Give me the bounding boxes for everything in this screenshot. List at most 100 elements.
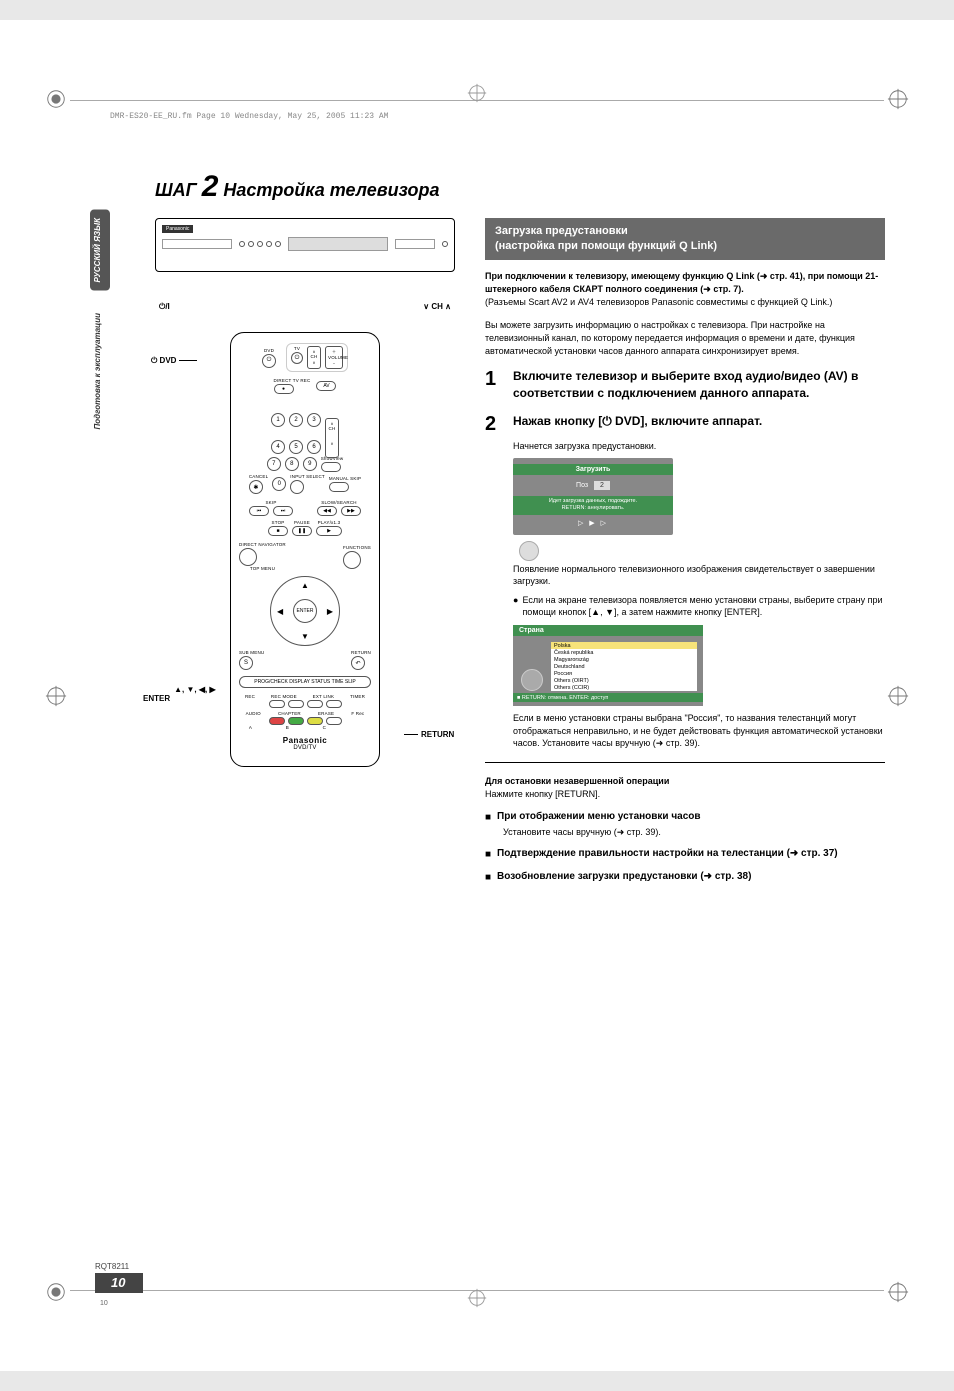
- submenu-lbl: SUB MENU: [239, 650, 264, 655]
- registration-mark-icon: [466, 82, 488, 104]
- color-a-icon: [269, 717, 285, 725]
- remote-lbl: DVD: [262, 348, 276, 353]
- remote-lbl: DIRECT TV REC: [274, 378, 311, 383]
- osd-country-item: Magyarország: [551, 656, 697, 663]
- osd-country-item: Россия: [551, 670, 697, 677]
- device-brand: Panasonic: [162, 225, 193, 233]
- osd-wheel-wrap: [513, 541, 885, 561]
- bullet-item: ● Если на экране телевизора появляется м…: [513, 594, 885, 619]
- label-enter: ▲, ▼, ◀, ▶ ENTER: [143, 676, 216, 712]
- label-enter-text: ▲, ▼, ◀, ▶ ENTER: [143, 685, 216, 703]
- erase-lbl: ERASE: [318, 711, 334, 716]
- content-area: ШАГ 2 Настройка телевизора Panasonic: [155, 170, 885, 886]
- slow-fwd-icon: ▶▶: [341, 506, 361, 516]
- remote-numpad: 123 ∧CH∨ 456 789 ShowView CANCEL✱ 0 INPU…: [239, 400, 371, 494]
- enter-button-icon: ENTER: [293, 599, 317, 623]
- play-lbl: PLAY/x1.3: [316, 520, 342, 525]
- num-btn: 2: [289, 413, 303, 427]
- step-number: 2: [202, 170, 219, 203]
- label-return: RETURN: [401, 730, 454, 739]
- pause-icon: ❚❚: [292, 526, 312, 536]
- num-btn: 0: [272, 477, 286, 491]
- topmenu-lbl: TOP MENU: [239, 566, 286, 571]
- page-tiny: 10: [100, 1300, 108, 1307]
- letter-b: B: [286, 725, 289, 730]
- osd-country-item: Deutschland: [551, 663, 697, 670]
- step-num-1: 1: [485, 368, 503, 403]
- device-text: [162, 255, 163, 261]
- skip-next-icon: ⏭: [273, 506, 293, 516]
- letter-a: A: [249, 725, 252, 730]
- manual-lbl: MANUAL SKIP: [329, 476, 361, 481]
- footer-code: RQT8211: [95, 1262, 129, 1271]
- num-btn: 8: [285, 457, 299, 471]
- registration-mark-icon: [45, 88, 67, 110]
- sq1-sub: Установите часы вручную (➜ стр. 39).: [503, 826, 885, 839]
- column-right: Загрузка предустановки (настройка при по…: [485, 218, 885, 886]
- recmode-lbl: REC MODE: [271, 694, 297, 699]
- osd2-list: PolskaČeská republikaMagyarországDeutsch…: [551, 642, 697, 691]
- square-item-3: ■ Возобновление загрузки предустановки (…: [485, 871, 885, 884]
- slow-lbl: SLOW/SEARCH: [307, 500, 371, 505]
- timer-lbl: TIMER: [350, 694, 365, 699]
- audio-lbl: AUDIO: [246, 711, 261, 716]
- direct-navigator-icon: [239, 548, 257, 566]
- osd-pos-val: 2: [594, 481, 610, 490]
- square-icon: ■: [485, 848, 491, 861]
- paragraph: Появление нормального телевизионного изо…: [513, 563, 885, 588]
- input-select-icon: [290, 480, 304, 494]
- label-dvd: ⏻ DVD: [151, 356, 200, 366]
- remote-model: DVD/TV: [239, 745, 371, 751]
- functions-lbl: FUNCTIONS: [343, 545, 371, 550]
- prog-bar-icon: PROG/CHECK DISPLAY STATUS TIME SLIP: [239, 676, 371, 688]
- registration-mark-icon: [887, 685, 909, 707]
- slow-rev-icon: ◀◀: [317, 506, 337, 516]
- timer-icon: [326, 700, 342, 708]
- skip-lbl: SKIP: [239, 500, 303, 505]
- bullet-icon: ●: [513, 594, 518, 619]
- osd-country-item: Polska: [551, 642, 697, 649]
- osd-pos-label: Поз: [576, 482, 588, 489]
- remote-illustration: DVD ⏻ TV ⏻ ∧CH∨: [230, 332, 380, 767]
- osd-country-item: Česká republika: [551, 649, 697, 656]
- directnav-lbl: DIRECT NAVIGATOR: [239, 542, 286, 547]
- osd-row: Поз 2: [513, 481, 673, 490]
- step-prefix: ШАГ: [155, 180, 197, 200]
- square-item-2: ■ Подтверждение правильности настройки н…: [485, 848, 885, 861]
- stop-bold: Для остановки незавершенной операции: [485, 776, 669, 786]
- column-left: Panasonic: [155, 218, 455, 886]
- device-ch-label: ∨ CH ∧: [423, 302, 451, 312]
- remote-labels-right: RETURN: [395, 332, 455, 767]
- return-lbl: RETURN: [351, 650, 371, 655]
- side-tab-language: РУССКИЙ ЯЗЫК: [90, 210, 110, 291]
- osd2-body: PolskaČeská republikaMagyarországDeutsch…: [513, 636, 703, 693]
- paragraph-rest: (Разъемы Scart AV2 и AV4 телевизоров Pan…: [485, 297, 832, 307]
- sq2-text: Подтверждение правильности настройки на …: [497, 848, 838, 861]
- play-icon: ▶: [316, 526, 342, 536]
- device-btn-icon: [442, 241, 448, 247]
- osd-country: Страна PolskaČeská republikaMagyarország…: [513, 625, 703, 706]
- section-heading: Загрузка предустановки (настройка при по…: [485, 218, 885, 260]
- remote-ch2-lbl: CH: [328, 426, 336, 431]
- registration-mark-icon: [45, 685, 67, 707]
- stop-rest: Нажмите кнопку [RETURN].: [485, 789, 600, 799]
- device-display: [288, 237, 388, 251]
- return-icon: ↶: [351, 656, 365, 670]
- square-icon: ■: [485, 811, 491, 824]
- nav-wheel-icon: [519, 541, 539, 561]
- color-b-icon: [288, 717, 304, 725]
- ch-rocker-icon: ∧CH∨: [307, 346, 321, 369]
- label-dvd-text: ⏻ DVD: [151, 356, 176, 365]
- paragraph: Вы можете загрузить информацию о настрой…: [485, 319, 885, 358]
- power-tv-icon: ⏻: [291, 352, 303, 364]
- num-btn: 9: [303, 457, 317, 471]
- functions-icon: [343, 551, 361, 569]
- step-2: 2 Нажав кнопку [⏻ DVD], включите аппарат…: [485, 413, 885, 436]
- stop-paragraph: Для остановки незавершенной операции Наж…: [485, 775, 885, 801]
- paragraph: Если в меню установки страны выбрана "Ро…: [513, 712, 885, 750]
- side-tabs: РУССКИЙ ЯЗЫК Подготовка к эксплуатации: [90, 210, 110, 437]
- osd2-foot: ■ RETURN: отмена. ENTER: доступ: [513, 693, 703, 702]
- remote-brand: Panasonic: [239, 736, 371, 745]
- osd-arrows-icon: ▷ ▶ ▷: [513, 519, 673, 527]
- paragraph-bold: При подключении к телевизору, имеющему ф…: [485, 271, 878, 294]
